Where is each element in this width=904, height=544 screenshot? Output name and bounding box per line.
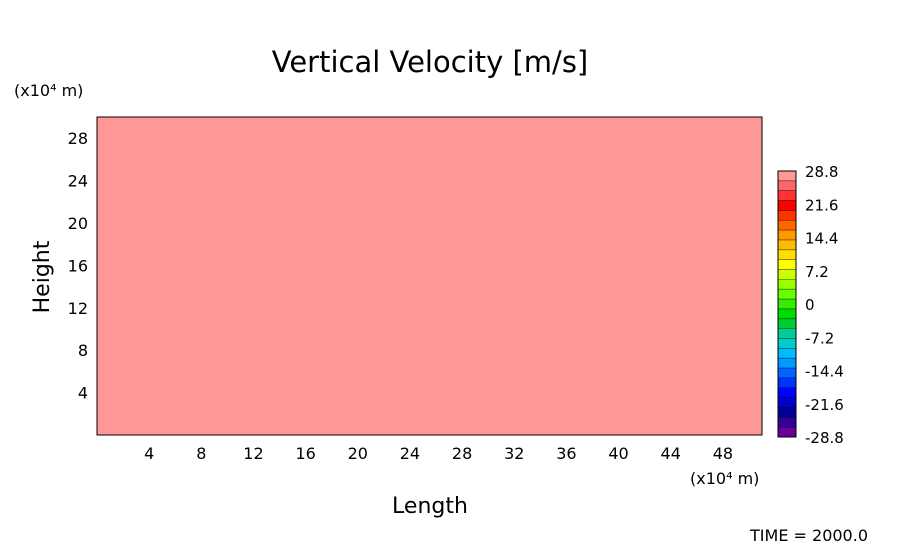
colorbar-swatch bbox=[778, 387, 796, 398]
colorbar-swatch bbox=[778, 299, 796, 310]
y-axis-ticks: 4 8 12 16 20 24 28 bbox=[68, 129, 88, 402]
colorbar-tick-label: -14.4 bbox=[805, 363, 844, 381]
chart-title: Vertical Velocity [m/s] bbox=[272, 45, 589, 79]
colorbar bbox=[777, 170, 797, 438]
x-tick-label: 24 bbox=[400, 444, 420, 463]
colorbar-frame bbox=[777, 170, 797, 438]
y-tick-label: 4 bbox=[78, 384, 88, 403]
y-tick-label: 28 bbox=[68, 129, 88, 148]
x-axis-title: Length bbox=[392, 494, 468, 519]
colorbar-swatch bbox=[778, 220, 796, 231]
colorbar-labels: 28.8 21.6 14.4 7.2 0 -7.2 -14.4 -21.6 -28.8 bbox=[805, 163, 844, 447]
x-axis-unit-label: (x10⁴ m) bbox=[690, 469, 759, 488]
colorbar-tick-label: 28.8 bbox=[805, 163, 838, 181]
colorbar-swatch bbox=[778, 427, 796, 438]
colorbar-tick-label: -7.2 bbox=[805, 329, 834, 347]
colorbar-swatch bbox=[778, 328, 796, 339]
colorbar-swatch bbox=[778, 338, 796, 349]
y-tick-label: 20 bbox=[68, 214, 88, 233]
colorbar-swatch bbox=[778, 318, 796, 329]
y-tick-label: 24 bbox=[68, 172, 88, 191]
colorbar-swatch bbox=[778, 308, 796, 320]
colorbar-tick-label: -21.6 bbox=[805, 396, 844, 414]
colorbar-swatch bbox=[778, 397, 796, 408]
colorbar-tick-label: -28.8 bbox=[805, 429, 844, 447]
colorbar-swatch bbox=[778, 230, 796, 241]
x-tick-label: 32 bbox=[504, 444, 524, 463]
colorbar-tick-label: 7.2 bbox=[805, 263, 829, 281]
colorbar-swatch bbox=[778, 259, 796, 270]
x-tick-label: 8 bbox=[196, 444, 206, 463]
x-tick-label: 16 bbox=[295, 444, 315, 463]
colorbar-swatch bbox=[778, 210, 796, 221]
x-tick-label: 20 bbox=[348, 444, 368, 463]
x-axis-ticks: 4 8 12 16 20 24 28 32 36 40 44 48 bbox=[144, 444, 733, 463]
colorbar-swatch bbox=[778, 249, 796, 260]
colorbar-swatch bbox=[778, 180, 796, 192]
plot-area-field bbox=[96, 116, 763, 436]
colorbar-swatch bbox=[778, 190, 796, 201]
y-tick-label: 12 bbox=[68, 299, 88, 318]
colorbar-swatch bbox=[778, 279, 796, 290]
colorbar-swatch bbox=[778, 377, 796, 389]
y-tick-label: 8 bbox=[78, 341, 88, 360]
colorbar-tick-label: 0 bbox=[805, 296, 815, 314]
colorbar-swatch bbox=[778, 348, 796, 359]
colorbar-swatch bbox=[778, 200, 796, 211]
y-axis-unit-label: (x10⁴ m) bbox=[14, 81, 83, 100]
y-axis-title: Height bbox=[30, 240, 55, 313]
x-tick-label: 40 bbox=[608, 444, 628, 463]
colorbar-tick-label: 14.4 bbox=[805, 230, 838, 248]
colorbar-swatch bbox=[778, 289, 796, 300]
colorbar-tick-label: 21.6 bbox=[805, 196, 838, 214]
x-tick-label: 36 bbox=[556, 444, 576, 463]
colorbar-swatch bbox=[778, 358, 796, 369]
x-tick-label: 48 bbox=[713, 444, 733, 463]
colorbar-swatch bbox=[778, 368, 796, 379]
colorbar-swatch bbox=[778, 171, 796, 182]
colorbar-swatch bbox=[778, 269, 796, 280]
colorbar-swatch bbox=[778, 407, 796, 418]
colorbar-swatch bbox=[778, 417, 796, 428]
x-tick-label: 12 bbox=[243, 444, 263, 463]
x-tick-label: 4 bbox=[144, 444, 154, 463]
x-tick-label: 44 bbox=[661, 444, 681, 463]
colorbar-swatch bbox=[778, 239, 796, 251]
y-tick-label: 16 bbox=[68, 256, 88, 275]
x-tick-label: 28 bbox=[452, 444, 472, 463]
time-annotation: TIME = 2000.0 bbox=[749, 526, 868, 544]
